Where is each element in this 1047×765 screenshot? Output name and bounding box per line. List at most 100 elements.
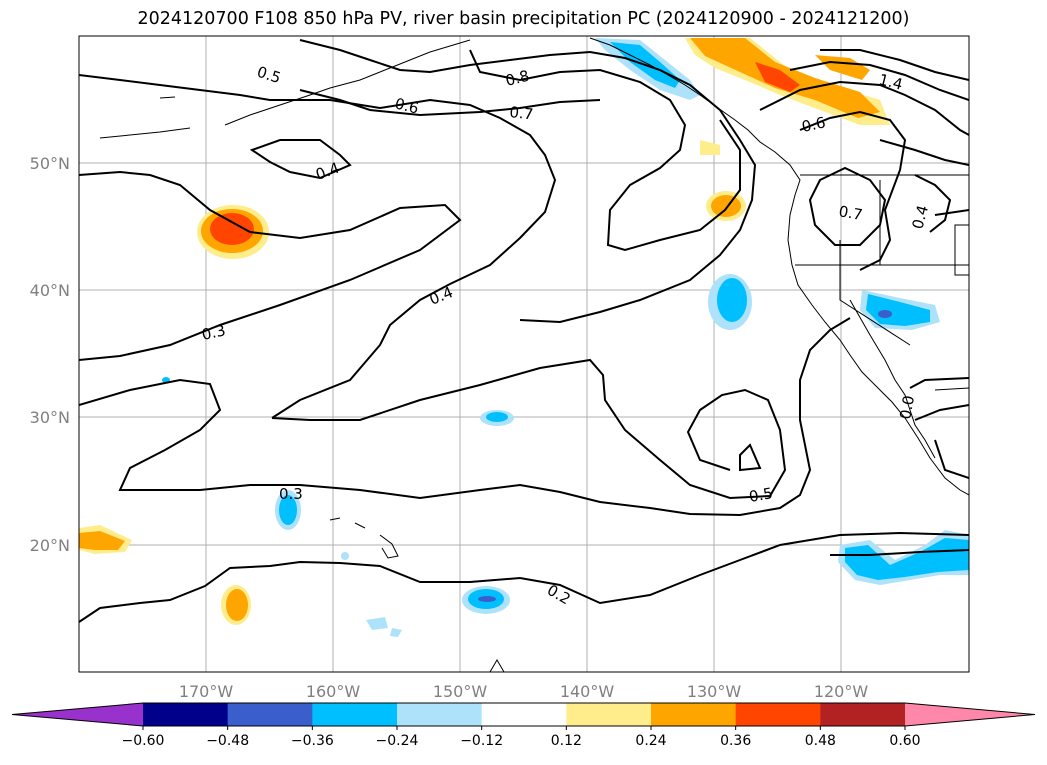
pv-contour-0-2 [79,531,969,623]
shade-neg-calif-dark [878,310,892,318]
lat-label-40n: 40°N [30,281,70,300]
shade-neg-offshore-mid [717,278,747,322]
pv-contour-east-3 [789,60,969,101]
shade-neg-sm-dark [478,596,496,602]
pv-contour-0-4b [79,74,557,419]
lon-label-120w: 120°W [814,682,869,701]
pv-contours [79,39,969,623]
pv-contour-east-7 [934,209,969,216]
contour-label-9: 0.4 [908,203,932,231]
coast-aleutians [224,39,471,126]
colorbar-segment [312,703,398,726]
contour-label-8: 0.7 [837,202,864,224]
shade-blob-red [210,213,254,245]
pv-contour-east-5 [879,139,969,166]
contour-label-15: 0.0 [896,394,918,421]
colorbar-segment [651,703,737,726]
lon-label-150w: 150°W [433,682,488,701]
pv-contour-se-2 [914,404,969,421]
pv-contour-east-6 [914,174,952,233]
shade-neg-dot-2 [341,552,349,560]
contour-label-13: 0.5 [748,484,775,506]
border-box [954,224,969,276]
colorbar-segment [481,703,567,726]
shade-neg-hawaii-n-mid [279,495,297,525]
colorbar-segment [566,703,652,726]
coast-island [159,96,176,99]
colorbar-tick-label: 0.48 [805,733,836,749]
colorbar-tick-label: −0.36 [291,733,334,749]
colorbar-segment [227,703,313,726]
coast-north-america [589,37,969,496]
lon-label-170w: 170°W [179,682,234,701]
pv-contour-0-7b [808,166,887,246]
border-us-mexico [934,387,969,391]
shade-neg-calif-mid [866,294,930,326]
contour-label-12: 0.3 [279,485,303,503]
pv-contour-se-1 [909,377,969,389]
shade-pos-s-orange [226,589,248,621]
pv-contour-0-6 [469,49,741,252]
map-panel: 0.5 0.6 0.8 0.7 0.4 0.6 1.4 0.7 0.4 0.4 … [78,35,970,673]
shade-offshore-orange [711,195,741,217]
coastlines [99,37,969,672]
gridlines [79,36,969,672]
colorbar-extend-low [12,703,143,726]
lon-label-130w: 130°W [687,682,742,701]
contour-label-3: 0.8 [504,67,532,90]
pv-contour-east-4 [820,49,969,81]
colorbar-tick-label: 0.60 [889,733,920,749]
pv-contour-0-4c [249,139,352,180]
lat-label-20n: 20°N [30,536,70,555]
coast-aleutians-west [99,127,191,139]
lat-label-30n: 30°N [30,408,70,427]
colorbar-tick-label: −0.60 [122,733,165,749]
colorbar-extend-high [905,703,1035,726]
pv-contour-0-5b [299,39,757,324]
contour-label-11: 0.3 [200,321,227,344]
colorbar-segment [143,703,229,726]
colorbar-tick-label: 0.36 [720,733,751,749]
pv-contour-small [739,443,762,472]
contour-label-6: 0.6 [800,113,827,136]
colorbar-segment [820,703,906,726]
shade-pos-red [755,62,800,92]
contour-label-4: 0.7 [509,103,535,123]
pv-contour-0-3 [79,317,851,517]
pv-contour-0-5 [271,358,787,500]
precip-shading [79,38,969,637]
colorbar-segment [397,703,483,726]
pv-contour-east-1 [799,110,907,271]
shade-neg-tiny-2 [390,628,402,637]
shade-pos-left-orange [79,531,125,550]
axis-labels: 50°N 40°N 30°N 20°N 170°W 160°W 150°W 14… [30,154,869,701]
coast-baja [849,299,936,459]
coast-small [489,659,505,672]
lon-label-140w: 140°W [560,682,615,701]
colorbar-tick-label: −0.24 [376,733,419,749]
map-background [79,36,969,672]
colorbar-tick-label: 0.12 [551,733,582,749]
shade-neg-small-mid [486,412,508,422]
colorbar-tick-label: −0.12 [460,733,503,749]
colorbar-tick-label: −0.48 [206,733,249,749]
pv-contour-0-7 [299,89,601,117]
pv-contour-se-4 [830,549,969,556]
contour-label-7: 1.4 [877,70,905,93]
border-california [839,240,911,346]
colorbar: −0.60 −0.48 −0.36 −0.24 −0.12 0.12 0.24 0.36 0.4… [11,702,1036,749]
lat-label-50n: 50°N [30,154,70,173]
colorbar-tick-label: 0.24 [635,733,666,749]
shade-neg-se-mid [845,538,969,580]
coast-hawaii [329,517,399,559]
pv-contour-0-4a [79,170,462,361]
lon-label-160w: 160°W [306,682,361,701]
shade-pos-small [700,140,720,155]
pv-contour-se-3 [934,439,969,479]
shade-neg-tiny-1 [366,617,388,630]
map-frame [78,35,970,673]
colorbar-segment [735,703,821,726]
map-title: 2024120700 F108 850 hPa PV, river basin … [137,9,910,29]
pv-contour-east-2 [759,80,969,136]
